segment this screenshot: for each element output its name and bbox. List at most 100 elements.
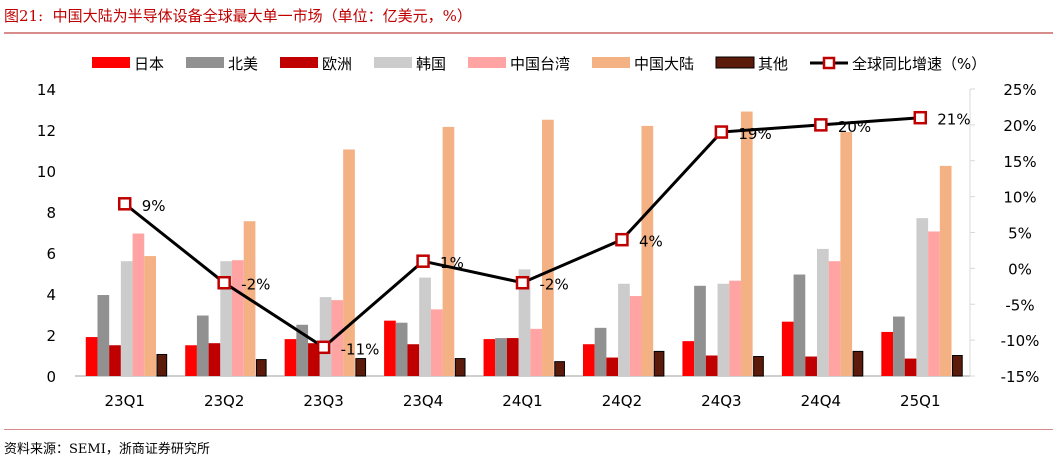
bar-欧洲: [407, 344, 420, 376]
left-y-tick-label: 2: [46, 327, 56, 345]
bar-日本: [781, 321, 794, 376]
legend-swatch-中国台湾: [468, 57, 506, 68]
growth-data-label: 9%: [142, 197, 166, 215]
bar-其他: [454, 358, 466, 377]
x-tick-label: 23Q3: [303, 392, 343, 410]
bar-中国大陆: [641, 125, 654, 377]
growth-marker: [714, 125, 729, 139]
bar-日本: [284, 339, 297, 376]
legend-label: 北美: [228, 55, 258, 73]
bar-中国台湾: [828, 261, 841, 376]
right-y-tick-label: -15%: [1001, 368, 1040, 386]
bar-欧洲: [308, 343, 320, 376]
bar-日本: [682, 341, 695, 376]
left-y-tick-label: 6: [46, 245, 56, 263]
x-tick-label: 23Q1: [105, 392, 145, 410]
bar-欧洲: [506, 338, 519, 376]
growth-marker: [615, 232, 629, 247]
bar-日本: [185, 345, 197, 376]
legend-label: 全球同比增速（%）: [852, 55, 986, 73]
x-tick-label: 24Q1: [502, 392, 542, 410]
growth-marker: [217, 275, 231, 290]
growth-marker: [117, 197, 132, 211]
bar-其他: [554, 361, 565, 377]
right-y-tick-label: -5%: [1005, 296, 1034, 314]
bar-日本: [85, 337, 98, 376]
bar-北美: [694, 285, 706, 376]
x-tick-label: 24Q4: [801, 392, 841, 410]
legend-swatch-其他: [715, 56, 755, 69]
bar-中国大陆: [442, 126, 455, 376]
bar-中国大陆: [343, 149, 355, 376]
right-y-tick-label: 25%: [1003, 81, 1036, 99]
bar-其他: [653, 350, 665, 377]
source-note: 资料来源：SEMI，浙商证券研究所: [4, 442, 210, 457]
bar-中国台湾: [629, 296, 642, 376]
legend-swatch-韩国: [374, 57, 412, 68]
left-y-tick-label: 8: [46, 204, 56, 222]
growth-data-label: -2%: [540, 276, 569, 294]
bar-中国大陆: [542, 119, 554, 376]
bar-日本: [881, 331, 894, 376]
growth-marker: [913, 110, 928, 125]
bar-其他: [753, 356, 764, 377]
growth-data-label: 20%: [838, 118, 871, 136]
bar-中国大陆: [840, 132, 853, 376]
bar-韩国: [419, 277, 431, 376]
right-y-tick-label: 20%: [1003, 117, 1036, 135]
bar-日本: [384, 320, 396, 376]
legend-label: 中国台湾: [510, 55, 570, 73]
left-y-tick-label: 4: [46, 286, 56, 304]
bar-其他: [255, 359, 267, 377]
left-y-tick-label: 0: [46, 368, 56, 386]
legend-label: 其他: [758, 55, 788, 73]
bar-北美: [594, 327, 607, 376]
left-y-tick-label: 14: [37, 81, 56, 99]
x-tick-label: 23Q4: [403, 392, 443, 410]
right-y-tick-label: 0%: [1008, 260, 1032, 278]
growth-data-label: 4%: [639, 233, 663, 251]
legend-swatch-日本: [92, 57, 130, 68]
legend-swatch-北美: [186, 57, 224, 68]
growth-marker: [814, 118, 828, 132]
bar-其他: [852, 350, 864, 377]
right-y-tick-label: 15%: [1003, 153, 1036, 171]
legend-label: 日本: [134, 55, 164, 73]
growth-data-label: -2%: [241, 276, 270, 294]
left-y-tick-label: 12: [37, 122, 56, 140]
bar-韩国: [220, 261, 233, 376]
bar-欧洲: [109, 345, 121, 376]
bar-中国大陆: [740, 111, 753, 377]
bar-欧洲: [606, 357, 619, 376]
bar-日本: [483, 339, 496, 376]
growth-data-label: 1%: [440, 254, 464, 272]
bar-中国台湾: [232, 260, 244, 376]
bar-北美: [893, 316, 905, 376]
bar-韩国: [916, 218, 929, 376]
bar-北美: [296, 324, 309, 376]
bar-中国大陆: [939, 165, 952, 376]
bar-其他: [156, 353, 168, 377]
bar-中国台湾: [331, 300, 344, 376]
bar-北美: [196, 315, 209, 376]
bar-北美: [97, 295, 110, 376]
growth-marker: [316, 340, 331, 355]
bar-欧洲: [805, 356, 817, 376]
title-divider: [4, 32, 1053, 34]
bar-中国台湾: [928, 231, 940, 376]
bar-中国台湾: [530, 328, 543, 376]
right-y-tick-label: 5%: [1008, 225, 1032, 243]
left-y-tick-label: 10: [37, 163, 56, 181]
growth-marker: [416, 254, 430, 268]
bar-韩国: [816, 248, 829, 376]
x-tick-label: 24Q2: [602, 392, 642, 410]
bar-韩国: [717, 283, 730, 376]
right-y-tick-label: 10%: [1003, 189, 1036, 207]
legend-label: 韩国: [416, 55, 446, 73]
bar-北美: [395, 322, 408, 376]
bar-日本: [582, 344, 595, 376]
bar-韩国: [120, 261, 133, 376]
bar-其他: [952, 355, 963, 377]
growth-marker: [515, 275, 530, 290]
